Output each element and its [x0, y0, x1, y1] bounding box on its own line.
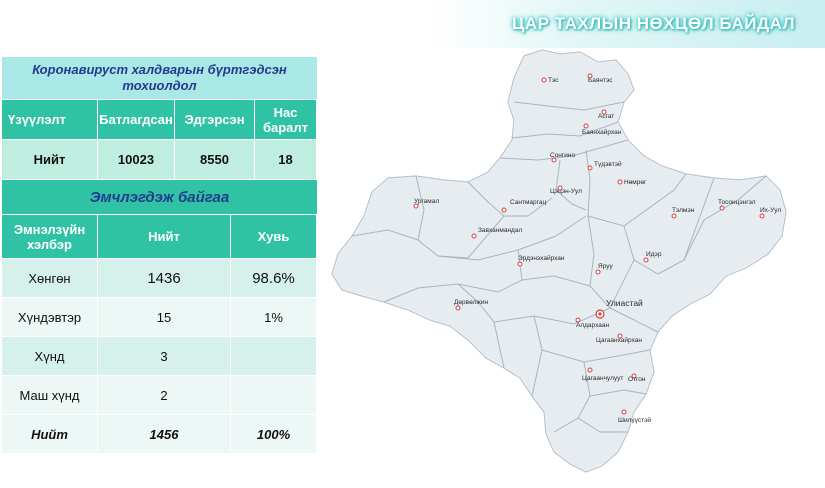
map-outline — [331, 49, 787, 473]
map-label-ikh-uul: Их-Уул — [760, 207, 781, 214]
table1-header-row: Үзүүлэлт Батлагдсан Эдгэрсэн Нас баралт — [2, 100, 317, 140]
map-label-bayantes: Баянтэс — [588, 77, 613, 84]
row-form: Хүнд — [2, 337, 98, 376]
map-label-tsetsen-uul: Цэцэн-Уул — [550, 188, 582, 195]
map-label-tudevtei: Түдэвтэй — [594, 160, 622, 168]
table-row: Хүндэвтэр 15 1% — [2, 298, 317, 337]
province-map: Тэс Баянтэс Асгат Баянхайрхан Сонгино Тү… — [330, 48, 788, 474]
table-row: Хүнд 3 — [2, 337, 317, 376]
header-total: Нийт — [98, 215, 231, 259]
total-value: 1456 — [98, 415, 231, 454]
total-deaths: 18 — [255, 140, 317, 180]
table1-total-row: Нийт 10023 8550 18 — [2, 140, 317, 180]
total-label: Нийт — [2, 140, 98, 180]
map-label-tes: Тэс — [548, 77, 559, 84]
table-row: Хөнгөн 1436 98.6% — [2, 259, 317, 298]
map-label-zavkhanmandal: Завханмандал — [478, 227, 522, 234]
sum-borders — [351, 101, 767, 433]
map-label-otgon: Отгон — [628, 376, 646, 383]
header-recovered: Эдгэрсэн — [175, 100, 255, 140]
slide-title: ЦАР ТАХЛЫН НӨХЦӨЛ БАЙДАЛ — [512, 14, 795, 33]
row-percent: 1% — [231, 298, 317, 337]
map-label-asgat: Асгат — [598, 113, 614, 120]
map-label-yaruu: Яруу — [598, 263, 613, 270]
map-label-santmargats: Сантмаргац — [510, 199, 546, 206]
row-form: Хөнгөн — [2, 259, 98, 298]
row-total: 2 — [98, 376, 231, 415]
total-label: Нийт — [2, 415, 98, 454]
map-label-uliastai: Улиастай — [606, 298, 643, 308]
header-clinical-form: Эмнэлзүйн хэлбэр — [2, 215, 98, 259]
row-form: Маш хүнд — [2, 376, 98, 415]
row-form: Хүндэвтэр — [2, 298, 98, 337]
header-confirmed: Батлагдсан — [98, 100, 175, 140]
total-recovered: 8550 — [175, 140, 255, 180]
map-label-ider: Идэр — [646, 251, 662, 258]
map-markers: Тэс Баянтэс Асгат Баянхайрхан Сонгино Тү… — [413, 73, 781, 424]
table2-total-row: Нийт 1456 100% — [2, 415, 317, 454]
map-label-tsagaankhairkhan: Цагаанхайрхан — [596, 336, 642, 344]
map-label-erdenekhairkhan: Эрдэнэхайрхан — [518, 254, 565, 262]
map-label-shiluustei: Шилүүстэй — [618, 416, 651, 424]
row-total: 15 — [98, 298, 231, 337]
table2-header-row: Эмнэлзүйн хэлбэр Нийт Хувь — [2, 215, 317, 259]
table1-caption: Коронавируст халдварын бүртгэдсэн тохиол… — [2, 57, 317, 100]
table-row: Маш хүнд 2 — [2, 376, 317, 415]
map-label-tosontsengel: Тосонцэнгэл — [718, 199, 756, 206]
capital-marker: Улиастай — [595, 298, 643, 319]
map-label-aldarkhaan: Алдархаан — [576, 322, 609, 329]
total-confirmed: 10023 — [98, 140, 175, 180]
row-percent: 98.6% — [231, 259, 317, 298]
map-label-nomrog: Нөмрөг — [624, 179, 647, 186]
map-label-songino: Сонгино — [550, 152, 575, 159]
map-label-tsagaanchuluut: Цагаанчулуут — [582, 375, 623, 382]
map-label-dorvoljin: Дөрвөлжин — [454, 299, 488, 306]
map-label-bayankhairkhan: Баянхайрхан — [582, 128, 622, 136]
total-percent: 100% — [231, 415, 317, 454]
row-total: 3 — [98, 337, 231, 376]
map-label-urgamal: Ургамал — [414, 198, 439, 205]
table2-caption: Эмчлэгдэж байгаа — [2, 180, 317, 215]
header-deaths: Нас баралт — [255, 100, 317, 140]
row-percent — [231, 376, 317, 415]
header-indicator: Үзүүлэлт — [2, 100, 98, 140]
header-percent: Хувь — [231, 215, 317, 259]
row-total: 1436 — [98, 259, 231, 298]
row-percent — [231, 337, 317, 376]
map-label-telmen: Тэлмэн — [672, 207, 695, 214]
stats-panel: Коронавируст халдварын бүртгэдсэн тохиол… — [2, 57, 317, 454]
title-banner: ЦАР ТАХЛЫН НӨХЦӨЛ БАЙДАЛ — [430, 0, 825, 48]
